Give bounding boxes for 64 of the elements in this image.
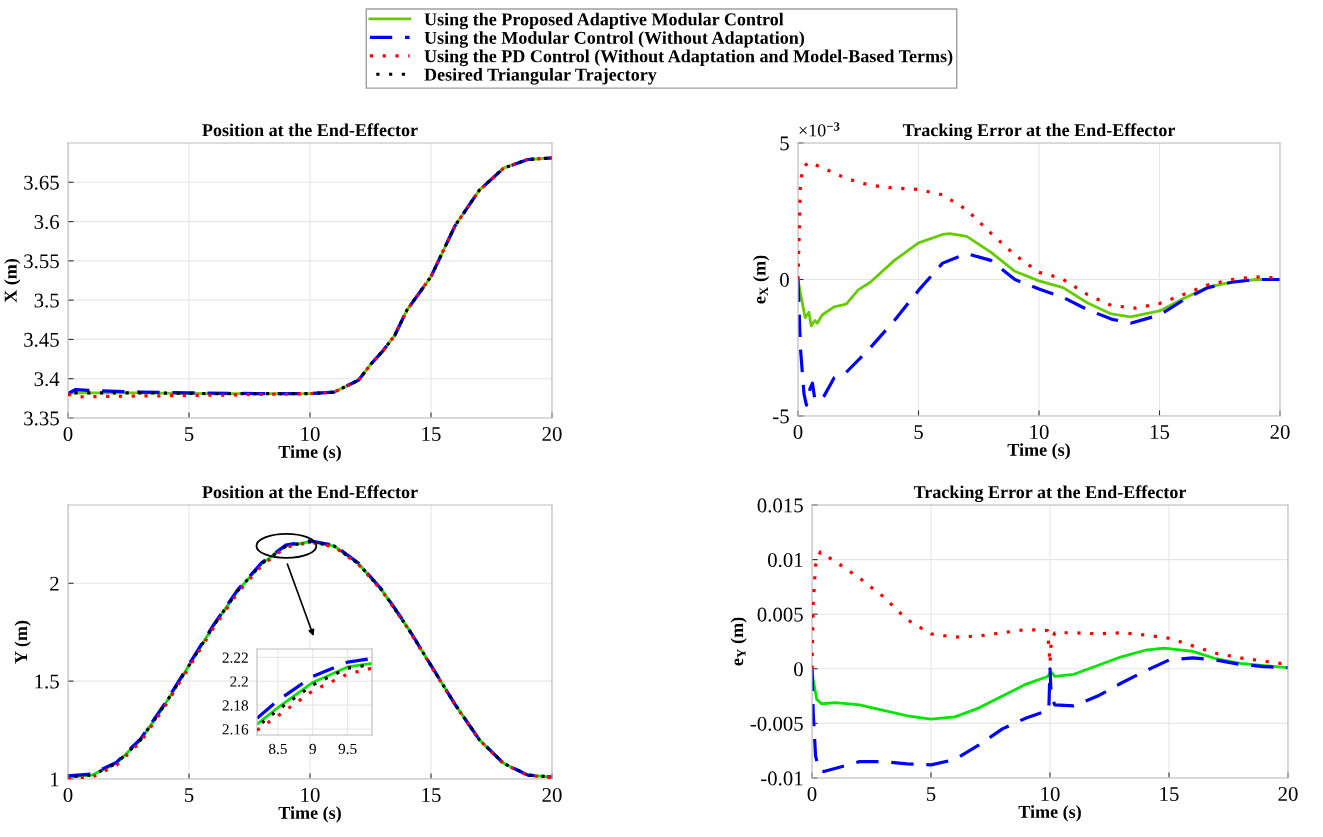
line-series — [798, 251, 1280, 407]
y-tick-label: 3.35 — [24, 411, 59, 426]
y-axis-title: e$_{X}$ (m) — [752, 255, 770, 304]
x-tick-label: 5 — [927, 787, 936, 801]
legend-label: Using the PD Control (Without Adaptation and Model-Based Terms) — [424, 49, 953, 67]
y-tick-label: 2.2 — [230, 676, 248, 687]
x-tick-label: 10 — [301, 787, 320, 802]
y-tick-label: 3.4 — [34, 372, 60, 387]
x-tick-label: 20 — [542, 787, 562, 802]
x-axis-title: Time (s) — [1018, 805, 1081, 822]
y-tick-label: 0.005 — [757, 607, 803, 622]
x-tick-label: 10 — [301, 426, 320, 441]
y-tick-label: 3.65 — [24, 175, 59, 190]
x-tick-label: 20 — [542, 426, 562, 441]
legend-label: Using the Proposed Adaptive Modular Control — [424, 12, 784, 30]
x-tick-label: 5 — [914, 425, 923, 439]
y-tick-label: 5 — [780, 136, 789, 151]
x-tick-label: 15 — [1160, 787, 1179, 801]
y-axis-title: e$_{Y}$ (m) — [730, 617, 747, 666]
y-tick-label: -5 — [773, 409, 789, 424]
x-tick-label: 9 — [309, 743, 316, 755]
chart-title: Tracking Error at the End-Effector — [902, 123, 1176, 141]
y-tick-label: 2.22 — [222, 652, 248, 663]
x-tick-label: 5 — [185, 427, 194, 441]
x-tick-label: 20 — [1278, 786, 1298, 801]
y-tick-label: 2.16 — [222, 724, 249, 735]
y-tick-label: 3.55 — [24, 254, 59, 269]
line-series — [812, 656, 1288, 774]
y-tick-label: -0.01 — [761, 771, 803, 786]
legend-label: Desired Triangular Trajectory — [424, 68, 657, 85]
x-axis-title: Time (s) — [278, 445, 341, 462]
x-tick-label: 0 — [63, 426, 73, 441]
y-tick-label: 3.45 — [24, 332, 59, 347]
text: ×10$^{−3}$ — [799, 122, 840, 137]
x-axis-title: Time (s) — [1007, 443, 1070, 460]
y-tick-label: 0.01 — [768, 552, 803, 568]
x-tick-label: 8.5 — [268, 743, 287, 755]
legend-label: Using the Modular Control (Without Adaptation) — [424, 31, 805, 48]
x-tick-label: 10 — [1030, 424, 1049, 439]
y-tick-label: -0.005 — [750, 716, 803, 731]
y-tick-label: 1.5 — [35, 674, 59, 689]
y-tick-label: 2 — [50, 576, 59, 591]
y-tick-label: 3.6 — [34, 215, 60, 230]
y-axis-title: X (m) — [4, 258, 21, 303]
chart-title: Position at the End-Effector — [202, 123, 418, 137]
x-tick-label: 20 — [1270, 424, 1290, 439]
x-tick-label: 9.5 — [338, 743, 357, 755]
x-tick-label: 10 — [1041, 786, 1060, 801]
y-tick-label: 2.18 — [222, 700, 249, 711]
x-tick-label: 15 — [422, 427, 441, 441]
x-tick-label: 5 — [185, 788, 194, 802]
chart-title: Tracking Error at the End-Effector — [913, 485, 1187, 503]
x-tick-label: 15 — [1150, 425, 1170, 439]
y-tick-label: 1 — [51, 772, 59, 787]
y-axis-title: Y (m) — [14, 620, 31, 664]
y-tick-label: 3.5 — [34, 293, 59, 308]
y-tick-label: 0 — [794, 662, 803, 677]
x-tick-label: 0 — [807, 786, 817, 801]
x-tick-label: 15 — [422, 788, 441, 802]
y-tick-label: 0.015 — [757, 498, 803, 513]
x-axis-title: Time (s) — [278, 806, 341, 823]
chart-title: Position at the End-Effector — [202, 485, 418, 499]
x-tick-label: 0 — [63, 787, 73, 802]
y-tick-label: 0 — [780, 272, 789, 287]
